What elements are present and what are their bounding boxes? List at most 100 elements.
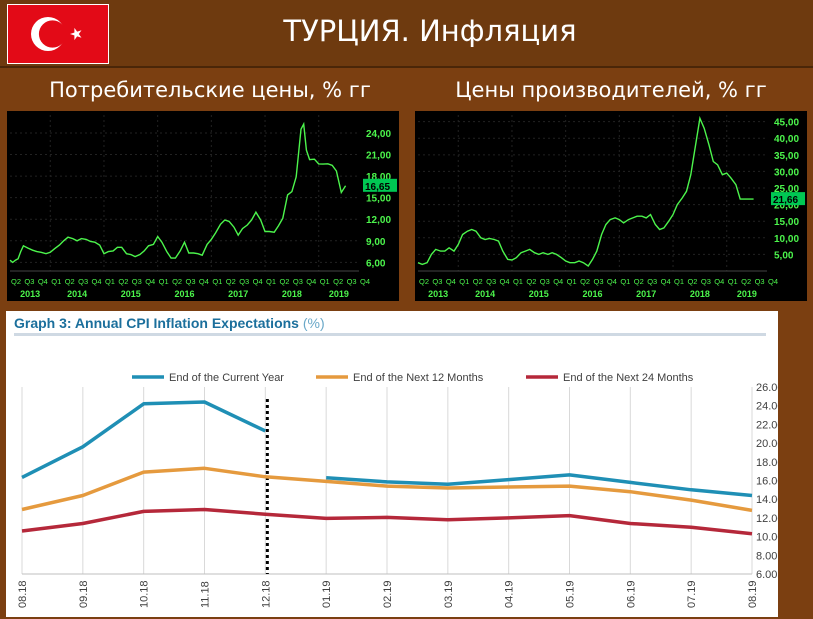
ppi-quarter-label: Q3 [486,277,496,286]
cpi-chart-panel: 24,00 21,00 18,00 15,00 12,00 9,00 6,00 16,65 Q2… [7,111,399,301]
cpi-quarter-label: Q2 [118,277,128,286]
cpi-quarter-label: Q3 [347,277,357,286]
ppi-quarter-label: Q2 [419,277,429,286]
y-tick-label: 10.00 [756,532,778,544]
cpi-quarter-label: Q2 [11,277,21,286]
y-tick-label: 8.00 [756,550,777,562]
ppi-quarter-label: Q4 [607,277,617,286]
page-title: ТУРЦИЯ. Инфляция [283,14,577,48]
cpi-quarter-label: Q2 [65,277,75,286]
legend-label: End of the Next 24 Months [563,372,694,384]
ppi-year-label: 2016 [582,289,602,299]
ppi-quarter-label: Q1 [513,277,523,286]
x-category-label: 05.19 [565,580,577,608]
ppi-quarter-label: Q4 [768,277,778,286]
x-category-label: 02.19 [382,580,394,608]
y-tick-label: 26.00 [756,382,778,394]
ppi-quarter-label: Q4 [661,277,671,286]
ppi-y-tick-label: 45,00 [774,118,799,129]
cpi-quarter-label: Q4 [306,277,316,286]
cpi-year-label: 2019 [329,289,349,299]
cpi-quarter-label: Q1 [320,277,330,286]
cpi-quarter-label: Q2 [172,277,182,286]
cpi-year-label: 2018 [282,289,302,299]
y-tick-label: 24.00 [756,401,778,413]
ppi-y-tick-label: 25,00 [774,184,799,195]
x-category-label: 08.19 [747,580,759,608]
ppi-quarter-label: Q3 [647,277,657,286]
y-tick-label: 6.00 [756,569,777,581]
cpi-y-tick-label: 24,00 [366,129,391,140]
cpi-quarter-label: Q3 [132,277,142,286]
cpi-y-tick-label: 18,00 [366,172,391,183]
expectations-title: Graph 3: Annual CPI Inflation Expectatio… [14,315,325,331]
cpi-quarter-label: Q4 [199,277,209,286]
cpi-quarter-label: Q1 [212,277,222,286]
cpi-panel-title: Потребительские цены, % гг [49,78,371,102]
cpi-chart: 24,00 21,00 18,00 15,00 12,00 9,00 6,00 16,65 Q2… [9,115,397,299]
x-category-label: 01.19 [321,580,333,608]
x-category-label: 04.19 [504,580,516,608]
cpi-series-line [9,121,347,264]
ppi-y-tick-label: 30,00 [774,167,799,178]
cpi-year-label: 2015 [121,289,141,299]
ppi-quarter-label: Q3 [432,277,442,286]
cpi-quarter-label: Q3 [78,277,88,286]
cpi-quarter-label: Q4 [92,277,102,286]
series-current-year-line [326,473,753,498]
legend-label: End of the Current Year [169,372,284,384]
ppi-year-label: 2013 [428,289,448,299]
ppi-quarter-label: Q2 [526,277,536,286]
x-category-label: 06.19 [625,580,637,608]
cpi-quarter-label: Q3 [186,277,196,286]
cpi-quarter-label: Q3 [239,277,249,286]
cpi-quarter-label: Q1 [51,277,61,286]
cpi-last-value-box [363,178,397,192]
ppi-quarter-label: Q2 [473,277,483,286]
ppi-quarter-label: Q1 [674,277,684,286]
cpi-quarter-label: Q4 [145,277,155,286]
y-tick-label: 18.00 [756,457,778,469]
x-category-label: 07.19 [686,580,698,608]
y-tick-label: 16.00 [756,476,778,488]
cpi-quarter-label: Q2 [279,277,289,286]
cpi-year-label: 2017 [228,289,248,299]
title-underline [14,333,766,336]
turkey-flag-icon [7,4,109,64]
y-tick-label: 12.00 [756,513,778,525]
ppi-quarter-label: Q4 [446,277,456,286]
legend-label: End of the Next 12 Months [353,372,484,384]
cpi-quarter-label: Q2 [226,277,236,286]
cpi-quarter-label: Q4 [38,277,48,286]
cpi-year-label: 2013 [20,289,40,299]
ppi-quarter-label: Q3 [755,277,765,286]
ppi-y-tick-label: 35,00 [774,151,799,162]
ppi-y-tick-label: 20,00 [774,201,799,212]
cpi-y-tick-label: 15,00 [366,194,391,205]
cpi-year-label: 2016 [174,289,194,299]
x-category-label: 08.18 [17,580,29,608]
ppi-year-label: 2018 [690,289,710,299]
x-category-label: 10.18 [139,580,151,608]
cpi-quarter-label: Q1 [266,277,276,286]
ppi-quarter-label: Q1 [728,277,738,286]
ppi-quarter-label: Q3 [701,277,711,286]
ppi-quarter-label: Q1 [620,277,630,286]
ppi-y-tick-label: 40,00 [774,134,799,145]
cpi-quarter-label: Q4 [360,277,370,286]
ppi-y-tick-label: 5,00 [774,250,794,261]
ppi-quarter-label: Q1 [567,277,577,286]
ppi-year-label: 2019 [737,289,757,299]
ppi-quarter-label: Q4 [500,277,510,286]
cpi-quarter-label: Q1 [105,277,115,286]
series-next-12-line [21,466,753,513]
ppi-quarter-label: Q2 [634,277,644,286]
cpi-quarter-label: Q4 [253,277,263,286]
cpi-quarter-label: Q1 [159,277,169,286]
ppi-year-label: 2014 [475,289,495,299]
y-tick-label: 22.00 [756,419,778,431]
ppi-y-tick-label: 10,00 [774,234,799,245]
cpi-quarter-label: Q2 [333,277,343,286]
ppi-year-label: 2017 [636,289,656,299]
series-current-year-line [21,400,267,479]
